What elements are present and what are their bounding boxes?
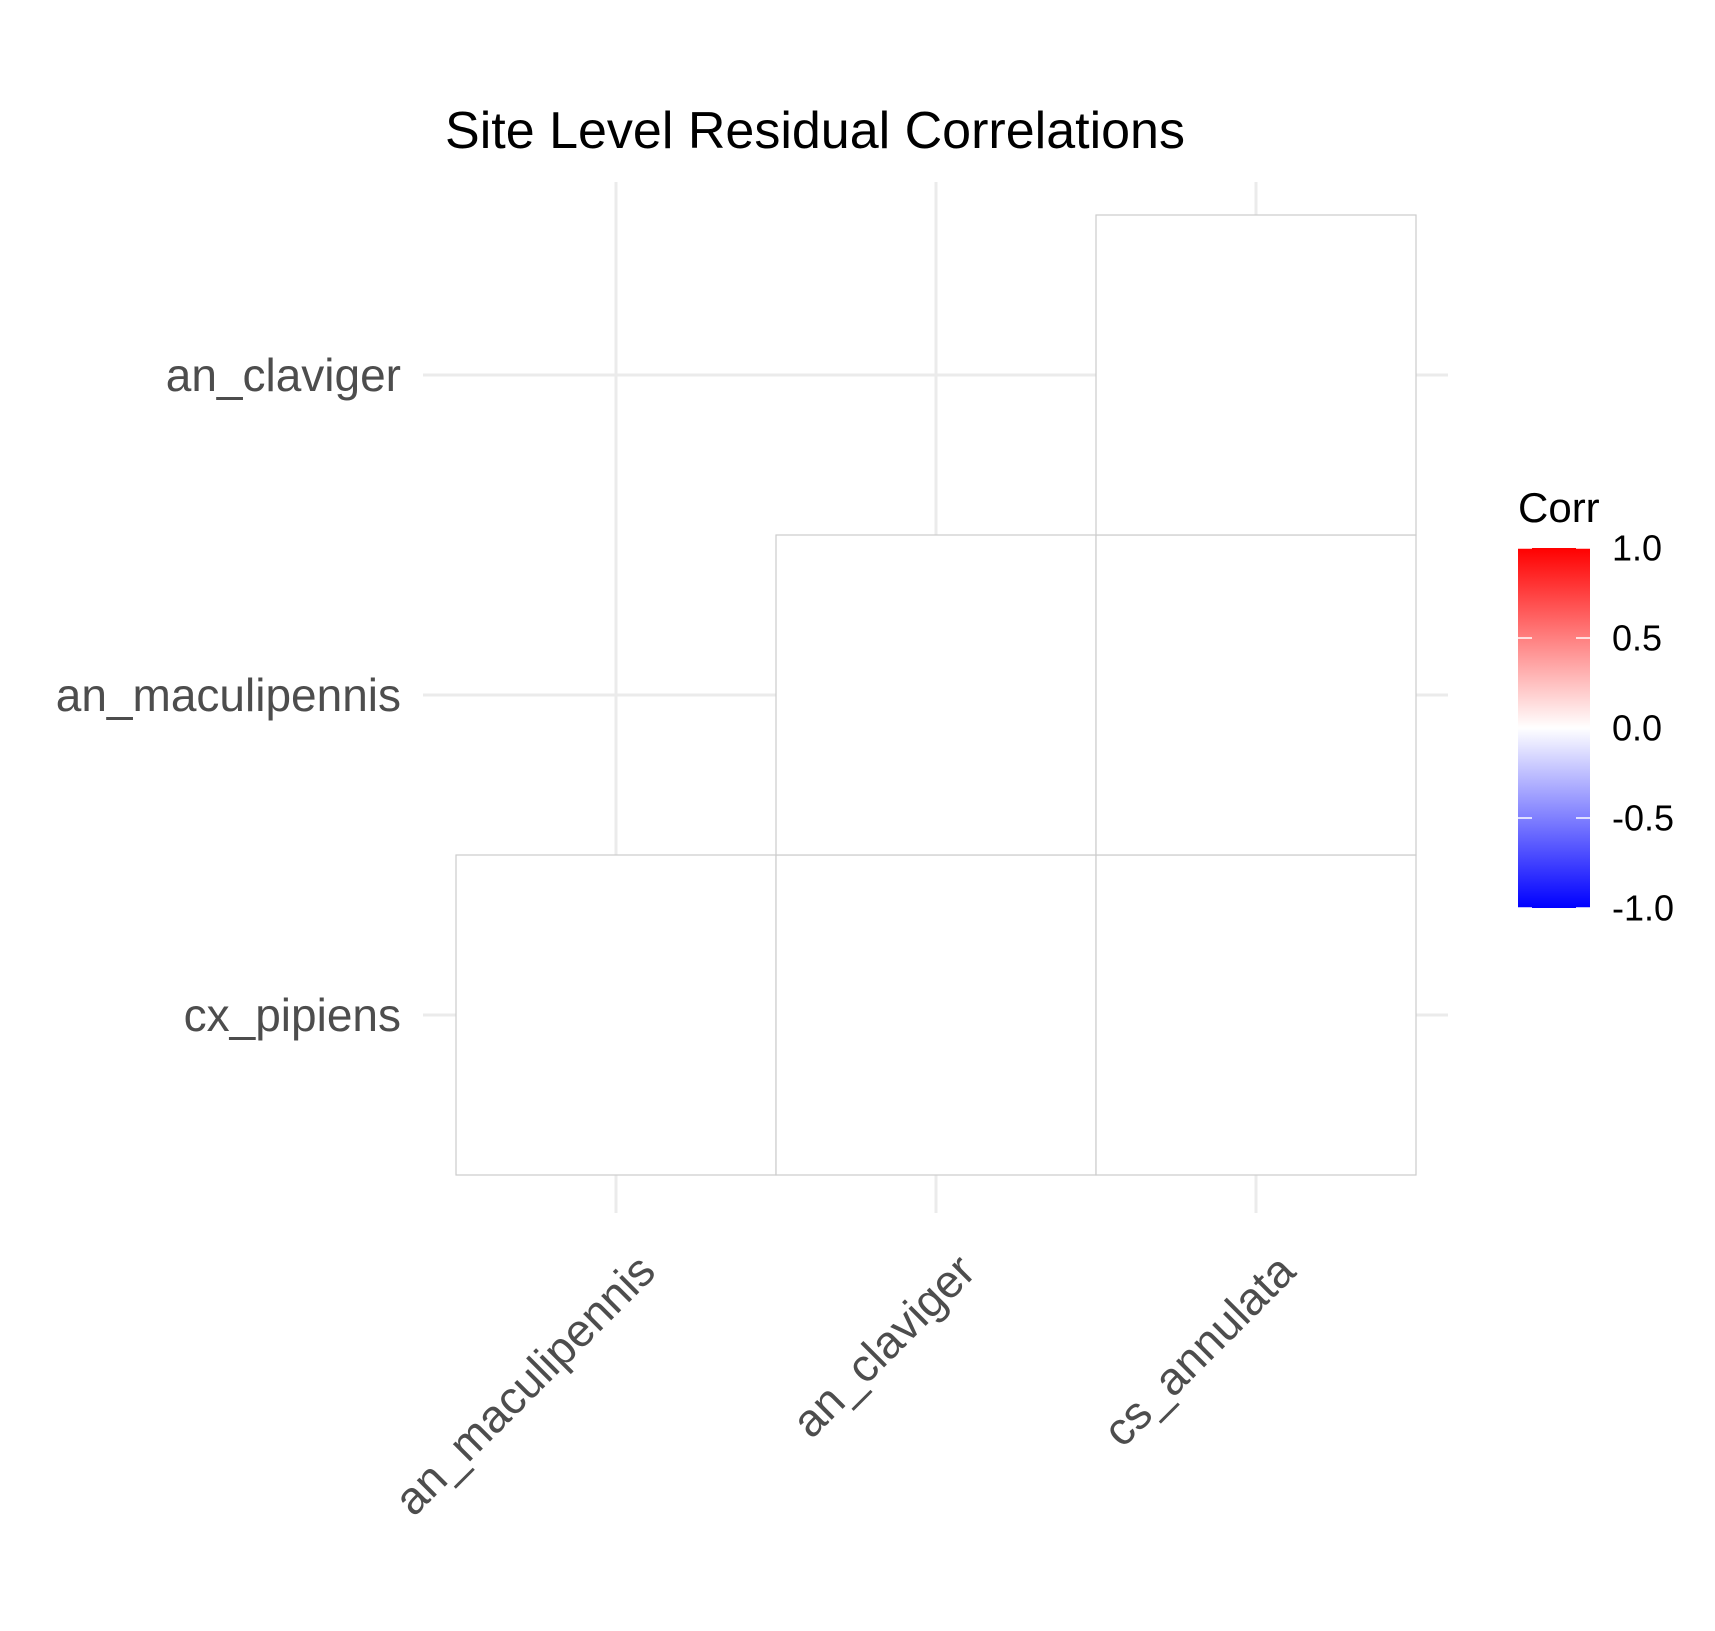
x-tick-label: an_claviger <box>782 1244 985 1447</box>
heatmap-tile <box>775 534 1097 856</box>
y-tick-label: an_maculipennis <box>56 669 401 721</box>
heatmap-tile <box>455 854 777 1176</box>
legend-tick-label: 1.0 <box>1612 528 1662 569</box>
heatmap-tile <box>1095 534 1417 856</box>
heatmap-tile <box>775 854 1097 1176</box>
x-axis-labels: an_maculipennis an_claviger cs_annulata <box>384 1244 1305 1525</box>
legend-title: Corr <box>1518 484 1600 531</box>
legend-ticks: 1.0 0.5 0.0 -0.5 -1.0 <box>1518 528 1674 929</box>
heatmap-tiles <box>455 214 1417 1176</box>
chart-title: Site Level Residual Correlations <box>445 102 1185 160</box>
x-tick-label: cs_annulata <box>1093 1244 1305 1456</box>
x-tick-label: an_maculipennis <box>384 1244 665 1525</box>
legend-tick-label: 0.0 <box>1612 708 1662 749</box>
legend-tick-label: -0.5 <box>1612 798 1674 839</box>
y-axis-labels: cx_pipiens an_maculipennis an_claviger <box>56 349 401 1041</box>
legend: Corr 1.0 0.5 0.0 -0.5 -1.0 <box>1518 484 1674 929</box>
y-tick-label: an_claviger <box>166 349 401 401</box>
legend-tick-label: -1.0 <box>1612 888 1674 929</box>
heatmap-tile <box>1095 854 1417 1176</box>
heatmap-tile <box>1095 214 1417 536</box>
legend-tick-label: 0.5 <box>1612 618 1662 659</box>
y-tick-label: cx_pipiens <box>184 989 401 1041</box>
